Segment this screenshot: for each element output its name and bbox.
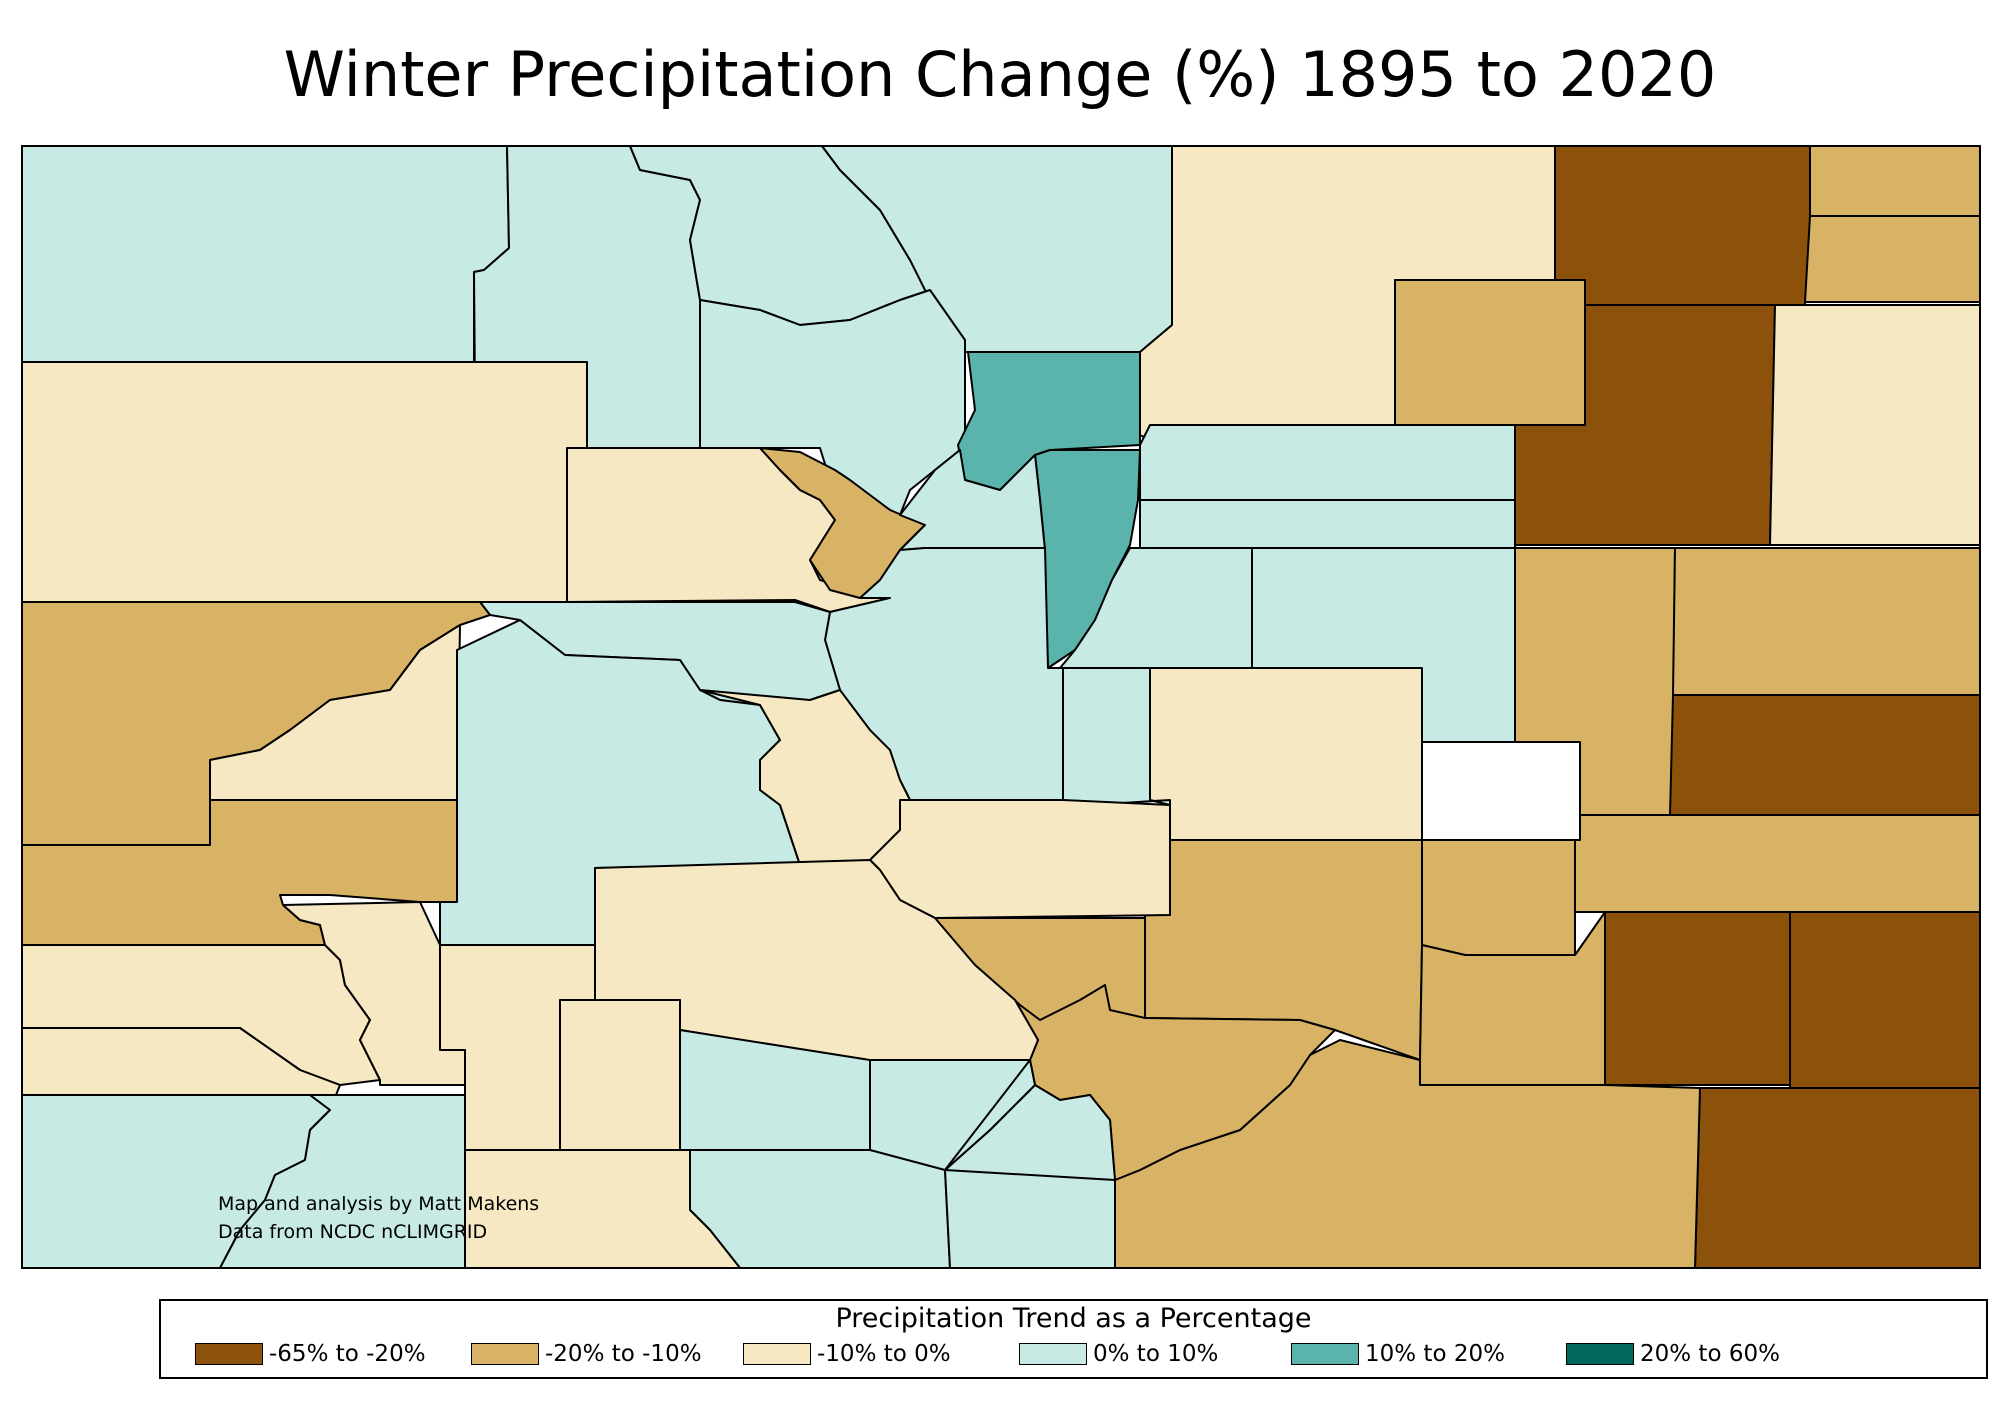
legend-label: -10% to 0% xyxy=(817,1341,951,1367)
legend-title: Precipitation Trend as a Percentage xyxy=(835,1303,1312,1334)
legend-label: -20% to -10% xyxy=(545,1341,702,1367)
county-clear-creek xyxy=(899,449,1046,551)
county-prowers-east xyxy=(1789,911,1981,1089)
county-prowers xyxy=(1604,911,1791,1086)
county-arapahoe xyxy=(1139,499,1516,549)
legend-item: 10% to 20% xyxy=(1291,1341,1505,1367)
legend-swatch xyxy=(1566,1343,1634,1365)
county-rio-blanco xyxy=(21,361,588,603)
county-phillips xyxy=(1804,215,1981,303)
county-cheyenne xyxy=(1669,694,1981,816)
legend-swatch xyxy=(471,1343,539,1365)
county-yuma xyxy=(1769,304,1981,546)
legend-swatch xyxy=(1019,1343,1087,1365)
county-sedgwick xyxy=(1809,145,1981,217)
credit-text: Map and analysis by Matt Makens Data fro… xyxy=(218,1190,539,1246)
credit-author: Map and analysis by Matt Makens xyxy=(218,1193,540,1215)
legend-swatch xyxy=(195,1343,263,1365)
county-morgan xyxy=(1394,279,1586,426)
legend-label: 20% to 60% xyxy=(1640,1341,1780,1367)
legend-label: 0% to 10% xyxy=(1093,1341,1219,1367)
legend-swatch xyxy=(1291,1343,1359,1365)
county-costilla xyxy=(944,1169,1116,1269)
state-border xyxy=(21,145,1981,1269)
legend-item: 0% to 10% xyxy=(1019,1341,1218,1367)
legend-label: 10% to 20% xyxy=(1365,1341,1505,1367)
legend-item: -20% to -10% xyxy=(471,1341,702,1367)
county-adams xyxy=(1139,424,1516,501)
county-ouray xyxy=(282,901,466,1086)
map-title: Winter Precipitation Change (%) 1895 to … xyxy=(283,38,1717,111)
legend-item: 20% to 60% xyxy=(1566,1341,1780,1367)
county-moffat xyxy=(21,145,510,363)
legend-label: -65% to -20% xyxy=(269,1341,426,1367)
credit-source: Data from NCDC nCLIMGRID xyxy=(218,1221,488,1243)
legend: Precipitation Trend as a Percentage -65%… xyxy=(159,1299,1988,1379)
county-baca xyxy=(1694,1087,1981,1269)
legend-swatch xyxy=(743,1343,811,1365)
legend-item: -65% to -20% xyxy=(195,1341,426,1367)
county-lincoln xyxy=(1149,667,1423,841)
county-crowley xyxy=(1421,839,1576,956)
legend-item: -10% to 0% xyxy=(743,1341,951,1367)
county-kiowa xyxy=(1571,814,1981,913)
county-kit-carson-east xyxy=(1672,547,1981,696)
county-logan xyxy=(1554,145,1811,306)
county-fremont xyxy=(869,799,1171,919)
